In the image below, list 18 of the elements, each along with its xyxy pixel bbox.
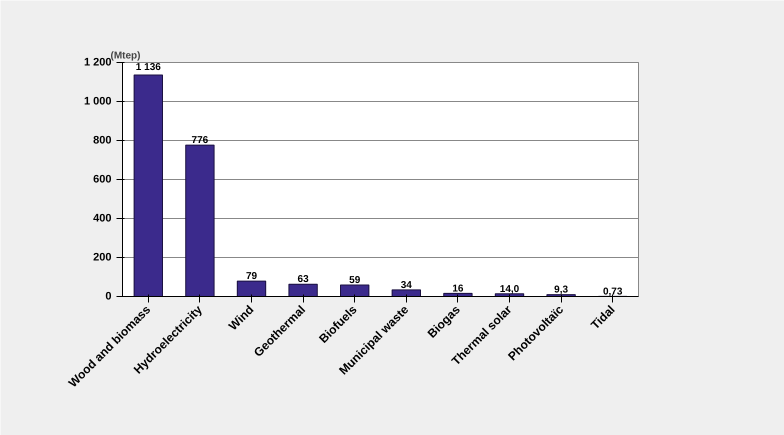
y-tick-label: 200 (93, 252, 112, 264)
y-tick-label: 0 (105, 290, 112, 302)
y-axis-title: (Mtep) (110, 50, 140, 62)
y-tick-label: 1 200 (84, 56, 112, 68)
y-tick-label: 400 (93, 212, 112, 224)
data-label: 0,73 (602, 286, 623, 298)
data-label: 14,0 (500, 284, 520, 295)
data-label: 59 (349, 274, 361, 286)
y-tick-label: 1 000 (84, 96, 112, 108)
data-label: 9,3 (554, 284, 568, 296)
y-tick-label: 600 (93, 174, 112, 186)
data-label: 1 136 (136, 62, 162, 73)
data-label: 34 (400, 280, 412, 291)
data-label: 16 (452, 283, 464, 294)
data-label: 776 (192, 135, 209, 146)
data-label: 63 (298, 274, 310, 286)
y-tick-label: 800 (93, 134, 112, 146)
data-label: 79 (246, 271, 258, 282)
